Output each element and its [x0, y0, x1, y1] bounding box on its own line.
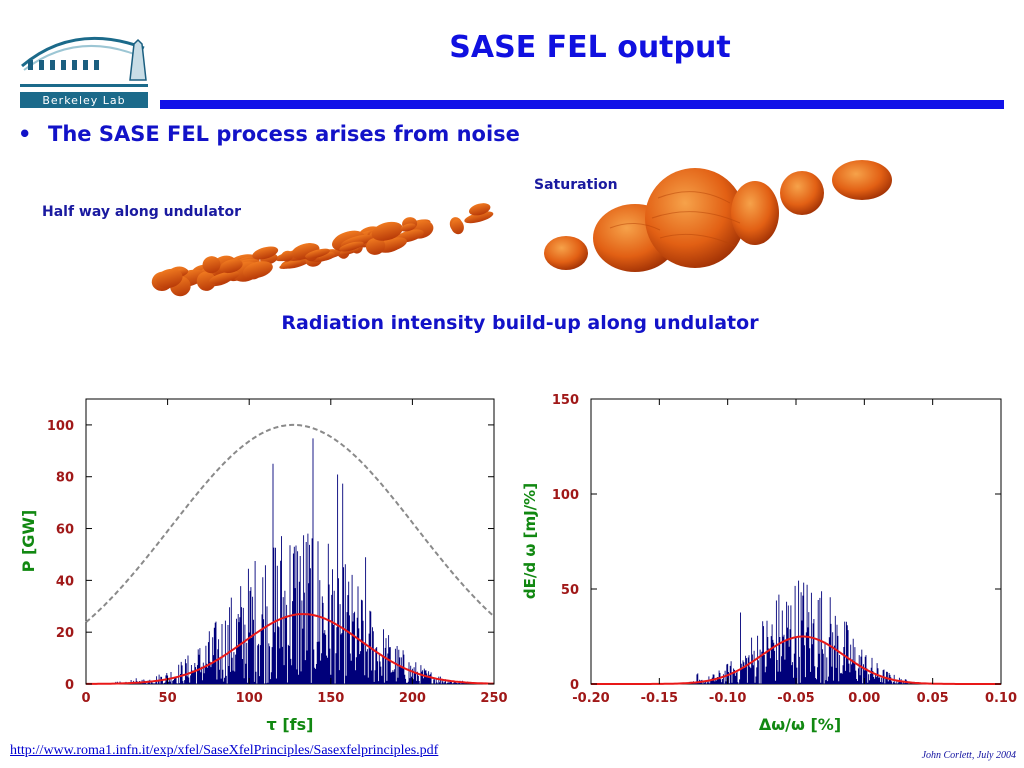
source-link[interactable]: http://www.roma1.infn.it/exp/xfel/SaseXf… — [10, 743, 439, 758]
chart-power: 0 50 100 150 200 250 0 20 40 60 80 100 τ [fs] P [GW… — [19, 398, 508, 734]
spectrum-spikes — [85, 438, 495, 684]
x-tick-label: -0.15 — [641, 691, 678, 706]
y-tick-label: 60 — [56, 523, 74, 538]
y-tick-label: 80 — [56, 471, 74, 486]
series-layer — [591, 580, 1001, 685]
envelope-curve — [85, 423, 495, 623]
x-tick-label: 0.00 — [848, 691, 880, 706]
x-tick-label: 200 — [399, 691, 426, 706]
chart-spectrum: -0.20 -0.15 -0.10 -0.05 0.00 0.05 0.10 0 50 100 15… — [521, 393, 1017, 734]
x-tick-label: -0.10 — [709, 691, 746, 706]
title-rule — [160, 100, 1004, 109]
y-tick-label: 100 — [47, 419, 74, 434]
y-tick-label: 150 — [552, 393, 579, 408]
x-tick-label: -0.05 — [777, 691, 814, 706]
x-axis-label: τ [fs] — [267, 715, 314, 734]
y-tick-label: 100 — [552, 488, 579, 503]
tick-layer: 0 50 100 150 200 250 0 20 40 60 80 100 — [47, 399, 508, 706]
berkeley-lab-logo: Berkeley Lab — [20, 36, 148, 108]
x-tick-label: 250 — [480, 691, 507, 706]
x-tick-label: -0.20 — [572, 691, 609, 706]
x-axis-label: Δω/ω [%] — [759, 715, 841, 734]
y-axis-label: dE/d ω [mJ/%] — [521, 483, 539, 599]
bullet-text: The SASE FEL process arises from noise — [48, 122, 520, 146]
caption-half-way: Half way along undulator — [42, 204, 241, 220]
x-tick-label: 150 — [317, 691, 344, 706]
intensity-image-half-way — [151, 203, 494, 297]
series-layer — [85, 423, 495, 685]
gaussian-fit-curve — [86, 613, 494, 685]
y-tick-label: 40 — [56, 574, 74, 589]
x-tick-label: 0 — [81, 691, 90, 706]
y-tick-label: 20 — [56, 626, 74, 641]
caption-saturation: Saturation — [534, 177, 618, 193]
spectrum-spikes — [634, 580, 959, 684]
slide-title: SASE FEL output — [449, 30, 731, 65]
tick-layer: -0.20 -0.15 -0.10 -0.05 0.00 0.05 0.10 0 50 100 15… — [552, 393, 1017, 706]
x-tick-label: 0.10 — [985, 691, 1017, 706]
x-tick-label: 0.05 — [917, 691, 949, 706]
y-tick-label: 50 — [561, 583, 579, 598]
author-credit: John Corlett, July 2004 — [921, 750, 1016, 761]
x-tick-label: 50 — [159, 691, 177, 706]
bullet-item: • The SASE FEL process arises from noise — [18, 122, 520, 146]
bullet-dot: • — [18, 122, 32, 146]
y-tick-label: 0 — [570, 678, 579, 693]
y-axis-label: P [GW] — [19, 510, 38, 573]
x-tick-label: 100 — [236, 691, 263, 706]
logo-text: Berkeley Lab — [42, 94, 125, 107]
y-tick-label: 0 — [65, 678, 74, 693]
chart-section-subtitle: Radiation intensity build-up along undul… — [281, 312, 759, 334]
intensity-image-saturation — [544, 160, 892, 272]
